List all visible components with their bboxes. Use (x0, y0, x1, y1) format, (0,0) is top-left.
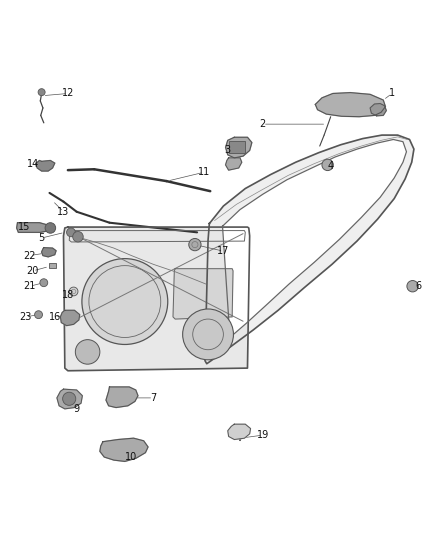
Text: 16: 16 (49, 312, 61, 322)
Polygon shape (223, 140, 406, 337)
Text: 6: 6 (415, 281, 421, 291)
Text: 19: 19 (257, 430, 269, 440)
Text: 20: 20 (27, 266, 39, 276)
Circle shape (189, 238, 201, 251)
FancyBboxPatch shape (49, 263, 56, 268)
Circle shape (183, 309, 233, 360)
Circle shape (322, 159, 333, 171)
Text: 21: 21 (24, 281, 36, 291)
Text: 1: 1 (389, 88, 395, 99)
Text: 4: 4 (328, 161, 334, 171)
Text: 3: 3 (225, 146, 231, 156)
Circle shape (73, 231, 83, 242)
Circle shape (75, 340, 100, 364)
Text: 22: 22 (24, 251, 36, 261)
Polygon shape (228, 424, 251, 440)
Polygon shape (36, 160, 55, 171)
Circle shape (67, 228, 75, 237)
Polygon shape (226, 138, 252, 158)
Circle shape (63, 392, 76, 405)
Polygon shape (370, 103, 386, 116)
Circle shape (82, 259, 168, 344)
Polygon shape (173, 269, 233, 319)
Polygon shape (205, 135, 414, 364)
Text: 2: 2 (260, 119, 266, 129)
Text: 14: 14 (27, 159, 39, 168)
Polygon shape (57, 389, 82, 409)
Text: 10: 10 (125, 452, 138, 462)
Text: 9: 9 (74, 404, 80, 414)
Text: 18: 18 (62, 290, 74, 300)
Text: 13: 13 (57, 207, 70, 217)
Circle shape (45, 223, 56, 233)
Text: 23: 23 (19, 312, 32, 322)
Polygon shape (106, 387, 138, 408)
Circle shape (38, 88, 45, 96)
Circle shape (40, 279, 48, 287)
Circle shape (69, 287, 78, 296)
Text: 5: 5 (39, 233, 45, 243)
Circle shape (35, 311, 42, 319)
Polygon shape (315, 93, 385, 117)
Circle shape (407, 280, 418, 292)
Text: 7: 7 (150, 393, 156, 403)
Polygon shape (17, 223, 52, 232)
Polygon shape (100, 438, 148, 462)
Polygon shape (42, 248, 56, 257)
Text: 17: 17 (217, 246, 230, 256)
Polygon shape (64, 227, 250, 371)
Polygon shape (60, 310, 80, 326)
Text: 11: 11 (198, 167, 210, 177)
Text: 12: 12 (62, 88, 74, 99)
Polygon shape (226, 158, 242, 170)
Text: 15: 15 (18, 222, 30, 232)
FancyBboxPatch shape (229, 141, 245, 154)
